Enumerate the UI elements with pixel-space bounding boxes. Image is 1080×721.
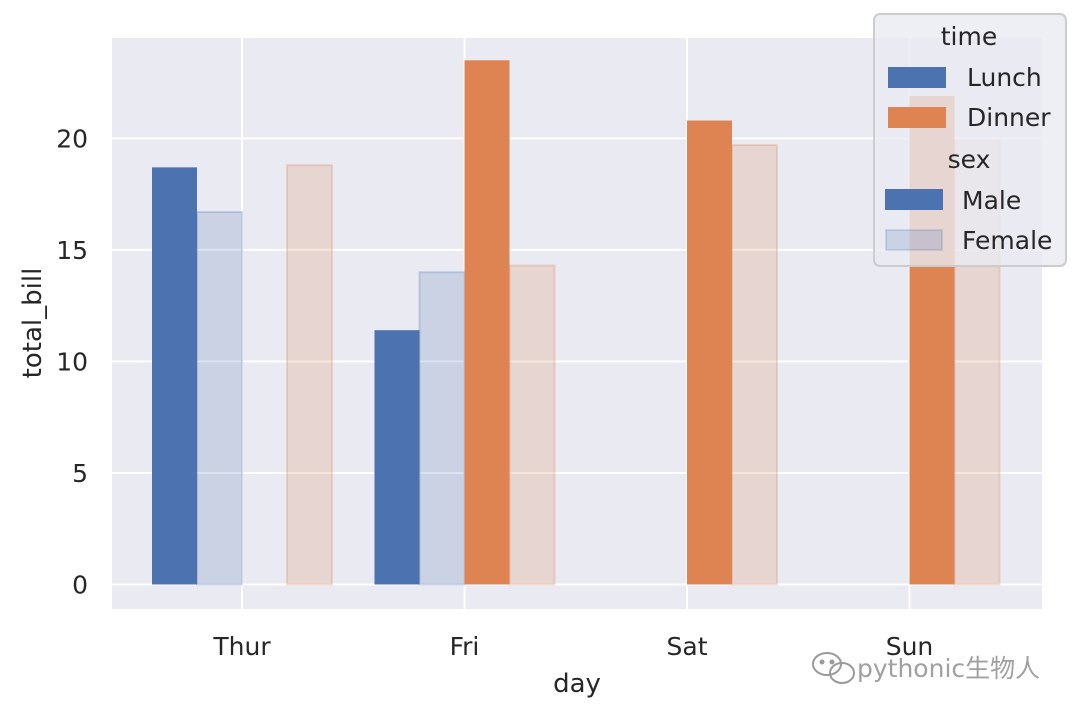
y-tick-label: 20	[56, 124, 88, 153]
watermark: pythonic生物人	[812, 652, 1040, 684]
y-tick-labels: 0 5 10 15 20	[56, 124, 88, 599]
legend-swatch-male	[885, 189, 943, 210]
legend-swatch-lunch	[888, 67, 946, 88]
bar-dinner-male-sat	[687, 120, 732, 585]
bar-dinner-male-fri	[464, 60, 510, 585]
legend-title-sex: sex	[948, 145, 991, 174]
legend: time Lunch Dinner sex Male Female	[873, 13, 1067, 267]
bar-lunch-male-thur	[152, 167, 197, 585]
x-tick-labels: Thur Fri Sat Sun	[212, 632, 933, 661]
legend-label-dinner: Dinner	[967, 103, 1051, 132]
bar-dinner-female-sat	[731, 144, 778, 586]
bar-lunch-female-fri	[418, 271, 466, 586]
bar-lunch-male-fri	[374, 330, 420, 585]
y-tick-label: 0	[72, 570, 88, 599]
y-tick-label: 10	[56, 347, 88, 376]
legend-title-time: time	[941, 22, 997, 51]
x-tick-label: Sun	[886, 632, 934, 661]
bar-lunch-female-thur	[196, 210, 243, 586]
bar-dinner-female-fri	[508, 264, 556, 586]
wechat-icon	[812, 652, 855, 684]
x-tick-label: Fri	[450, 632, 480, 661]
legend-swatch-dinner	[888, 107, 946, 128]
y-tick-label: 15	[56, 236, 88, 265]
x-tick-label: Thur	[212, 632, 271, 661]
legend-swatch-female	[885, 229, 943, 251]
x-axis-label: day	[553, 669, 601, 699]
legend-label-female: Female	[962, 226, 1052, 255]
watermark-text: pythonic生物人	[857, 654, 1040, 683]
bars	[152, 60, 1001, 586]
y-axis-label: total_bill	[18, 268, 48, 379]
x-tick-label: Sat	[667, 632, 708, 661]
y-tick-label: 5	[72, 459, 88, 488]
legend-label-male: Male	[962, 186, 1021, 215]
bar-dinner-female-thur	[286, 164, 333, 586]
legend-label-lunch: Lunch	[967, 63, 1042, 92]
